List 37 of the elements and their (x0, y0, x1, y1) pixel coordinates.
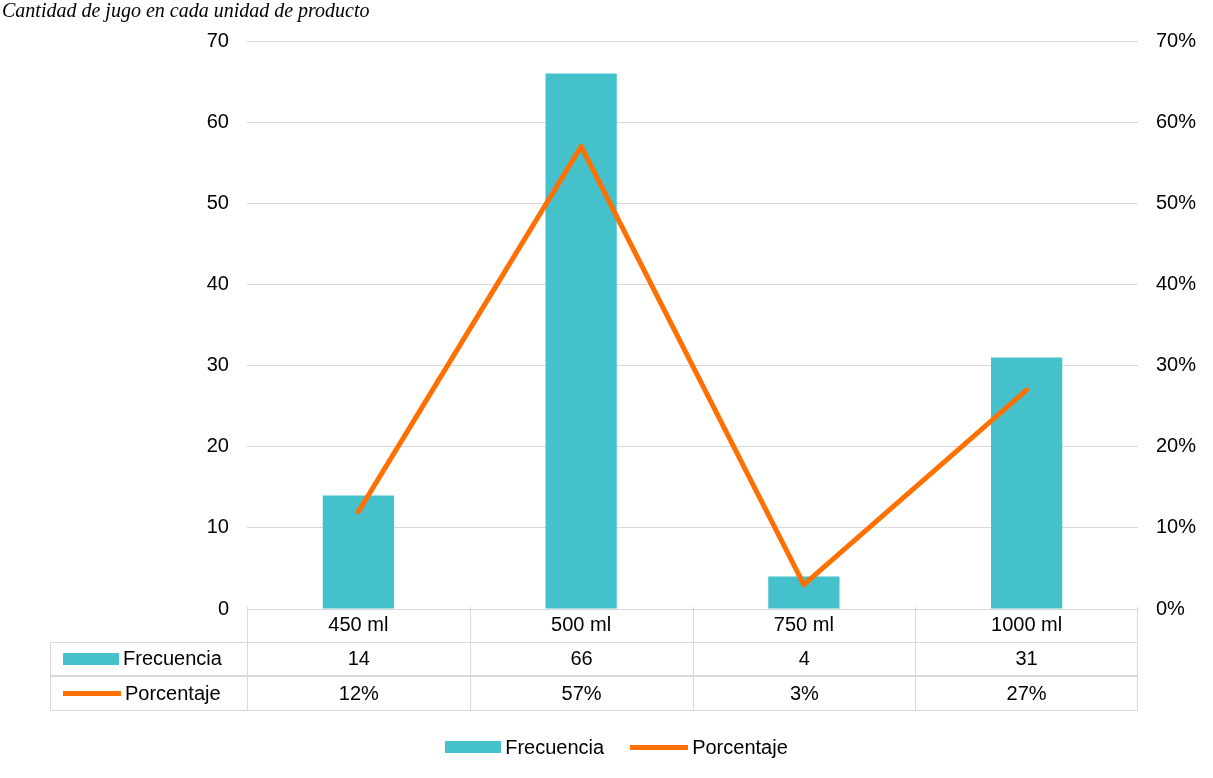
y2-tick-label: 70% (1156, 28, 1197, 51)
y-tick-label: 40 (206, 271, 229, 294)
y-tick-label: 0 (217, 596, 229, 619)
x-tick-label: 1000 ml (991, 612, 1063, 635)
data-label: 57% (469, 676, 693, 711)
text: Porcentaje (125, 681, 221, 704)
y2-tick-label: 20% (1156, 434, 1197, 457)
y-tick-label: 60 (206, 109, 229, 132)
y-tick-label: 10 (206, 515, 229, 538)
chart-title: Cantidad de jugo en cada unidad de producto (2, 0, 370, 23)
y2-tick-label: 50% (1156, 190, 1197, 213)
bar (322, 495, 395, 609)
data-label: 14 (247, 641, 470, 676)
data-label: 31 (915, 641, 1138, 676)
x-tick-label: 500 ml (551, 612, 612, 635)
y2-tick-label: 0% (1156, 596, 1186, 619)
bar (768, 576, 840, 609)
text: Frecuencia (505, 735, 605, 758)
bar (990, 357, 1063, 609)
y2-tick-label: 40% (1156, 271, 1197, 294)
legend-label: Porcentaje (692, 735, 788, 759)
y-tick-label: 30 (206, 353, 229, 376)
data-label: 27% (915, 676, 1138, 711)
data-label: 66 (469, 641, 693, 676)
y-tick-label: 50 (206, 190, 229, 213)
data-label: 12% (247, 676, 470, 711)
data-label: 3% (692, 676, 916, 711)
data-label: 4 (692, 641, 916, 676)
y-tick-label: 20 (206, 434, 229, 457)
y2-tick-label: 30% (1156, 353, 1197, 376)
x-tick-label: 750 ml (773, 612, 834, 635)
bar (545, 73, 617, 609)
legend-label: Frecuencia (123, 647, 222, 671)
x-tick-label: 450 ml (328, 612, 389, 635)
y2-tick-label: 10% (1156, 515, 1197, 538)
y-tick-label: 70 (206, 28, 229, 51)
y2-tick-label: 60% (1156, 109, 1197, 132)
